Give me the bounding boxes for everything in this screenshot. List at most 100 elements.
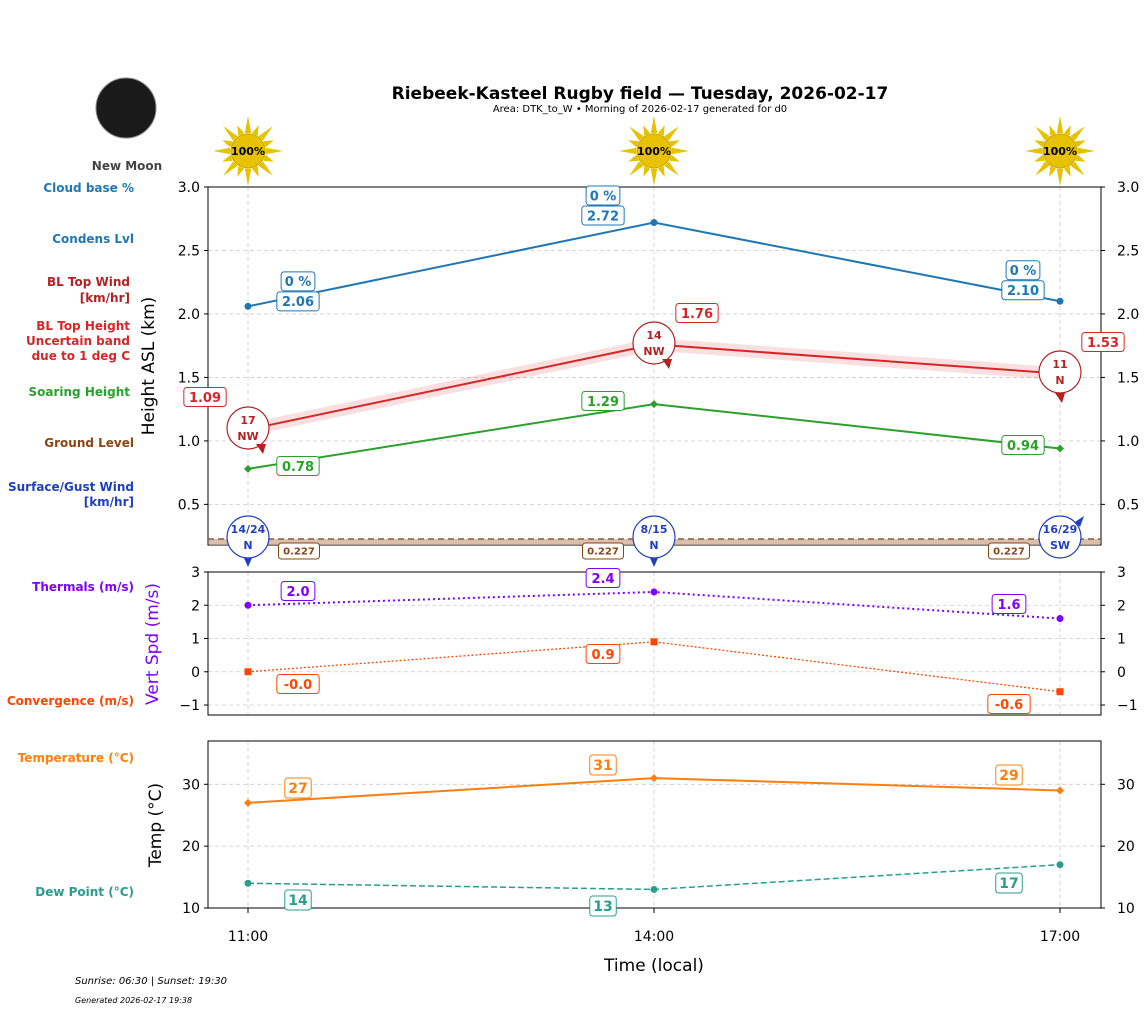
sun-ray xyxy=(1070,161,1085,176)
bl-top-label: 1.09 xyxy=(189,391,221,406)
plot-frame-2 xyxy=(207,740,1102,909)
ground-level-label: 0.227 xyxy=(993,547,1025,558)
convergence-label-box xyxy=(276,674,320,694)
bl-top-wind-barb-direction: N xyxy=(1055,374,1064,387)
surface-wind-barb-circle xyxy=(1038,515,1082,559)
sun-ray xyxy=(657,166,665,177)
sun-icon xyxy=(213,116,283,186)
y-tick-label: 2 xyxy=(191,598,200,614)
y-tick-label: 0.5 xyxy=(178,497,200,513)
bl-top-label-box xyxy=(1081,332,1125,352)
chart-subtitle: Area: DTK_to_W • Morning of 2026-02-17 g… xyxy=(493,104,787,115)
condens-label: 2.06 xyxy=(282,295,314,310)
thermals-label-box xyxy=(991,594,1027,614)
dew-point-point xyxy=(1056,861,1064,869)
x-tick-label: 17:00 xyxy=(1040,929,1080,945)
sun-ray xyxy=(629,161,644,176)
sun-ray xyxy=(669,140,680,148)
sun-ray xyxy=(657,125,665,136)
sun-disc xyxy=(636,133,672,169)
sun-ray xyxy=(244,168,252,186)
thermals-label: 2.0 xyxy=(286,585,309,600)
bl-top-label: 1.53 xyxy=(1087,336,1119,351)
temperature-point xyxy=(650,774,658,783)
y-tick-label: 0 xyxy=(191,665,200,681)
label-bl-wind-1: BL Top Wind xyxy=(47,275,130,289)
y-tick-label-right: 30 xyxy=(1117,777,1135,793)
sun-ray xyxy=(628,140,639,148)
sun-ray xyxy=(1025,147,1043,155)
ground-level-label: 0.227 xyxy=(283,547,315,558)
wind-arrow-icon xyxy=(650,558,658,567)
soaring-label-box xyxy=(1001,435,1045,455)
soaring-label: 0.78 xyxy=(282,460,314,475)
temperature-label: 29 xyxy=(999,768,1018,784)
dew-point-label: 14 xyxy=(288,893,308,909)
label-cloud-base: Cloud base % xyxy=(43,181,134,195)
cloud-base-label: 0 % xyxy=(1010,264,1037,279)
bl-top-wind-barb-speed: 17 xyxy=(240,414,255,427)
sun-percent-label: 100% xyxy=(637,145,671,158)
dew-point-label: 13 xyxy=(593,899,612,915)
y-axis-label-temp: Temp (°C) xyxy=(146,783,166,868)
wind-arrow-icon xyxy=(1055,393,1065,403)
y-tick-label-right: −1 xyxy=(1117,698,1138,714)
y-tick-label-right: 1.0 xyxy=(1117,434,1139,450)
sun-percent-label: 100% xyxy=(1043,145,1077,158)
convergence-label: -0.0 xyxy=(284,678,312,693)
sun-percent-label: 100% xyxy=(231,145,265,158)
soaring-label: 0.94 xyxy=(1007,439,1039,454)
surface-wind-barb-direction: SW xyxy=(1050,539,1070,552)
y-tick-label: −1 xyxy=(179,698,200,714)
sun-ray xyxy=(664,161,679,176)
label-condens: Condens Lvl xyxy=(52,232,134,246)
y-tick-label: 3 xyxy=(191,565,200,581)
sun-ray xyxy=(222,154,233,162)
label-bl-top-1: BL Top Height xyxy=(36,319,130,333)
sun-ray xyxy=(643,125,651,136)
moon-phase-label: New Moon xyxy=(92,159,162,173)
thermals-label: 1.6 xyxy=(997,598,1020,613)
y-tick-label: 10 xyxy=(182,901,200,917)
bl-top-wind-barb: 11 N xyxy=(1038,350,1082,394)
generated-timestamp: Generated 2026-02-17 19:38 xyxy=(75,996,192,1005)
plot-frame-1 xyxy=(207,571,1102,716)
surface-wind-barb: 14/24 N xyxy=(226,515,270,559)
y-tick-label-right: 2.0 xyxy=(1117,307,1139,323)
surface-wind-barb: 8/15 N xyxy=(632,515,676,559)
temperature-point xyxy=(244,798,252,807)
sun-ray xyxy=(1049,125,1057,136)
soaring-point xyxy=(650,400,658,409)
condens-point xyxy=(1056,297,1064,305)
label-soaring: Soaring Height xyxy=(29,385,131,399)
sun-ray xyxy=(1077,147,1095,155)
sun-ray xyxy=(237,166,245,177)
bl-top-wind-barb-direction: NW xyxy=(643,345,664,358)
soaring-point xyxy=(244,464,252,473)
surface-wind-barb-speed: 8/15 xyxy=(641,523,668,536)
sun-ray xyxy=(251,166,259,177)
condens-label: 2.10 xyxy=(1007,284,1039,299)
sun-ray xyxy=(629,126,644,141)
sun-ray xyxy=(1063,166,1071,177)
ground-level-label-box xyxy=(988,542,1030,560)
bl-uncertainty-band xyxy=(248,338,1060,436)
ground-level-label-box xyxy=(582,542,624,560)
sun-ray xyxy=(1049,166,1057,177)
cloud-base-label-box xyxy=(1005,260,1041,281)
temperature-label: 27 xyxy=(288,781,307,797)
bl-top-wind-barb: 14 NW xyxy=(632,321,676,365)
sun-times: Sunrise: 06:30 | Sunset: 19:30 xyxy=(75,976,227,987)
convergence-point xyxy=(244,668,252,676)
sun-ray xyxy=(223,161,238,176)
condens-label: 2.72 xyxy=(587,209,619,224)
sun-ray xyxy=(237,125,245,136)
thermals-label: 2.4 xyxy=(591,572,614,587)
y-tick-label: 1 xyxy=(191,632,200,648)
cloud-base-label-box xyxy=(585,185,621,206)
x-tick-label: 11:00 xyxy=(228,929,268,945)
sun-ray xyxy=(1056,168,1064,186)
sun-ray xyxy=(1075,140,1086,148)
temperature-label-box xyxy=(284,777,312,799)
condens-label-box xyxy=(1001,280,1045,301)
